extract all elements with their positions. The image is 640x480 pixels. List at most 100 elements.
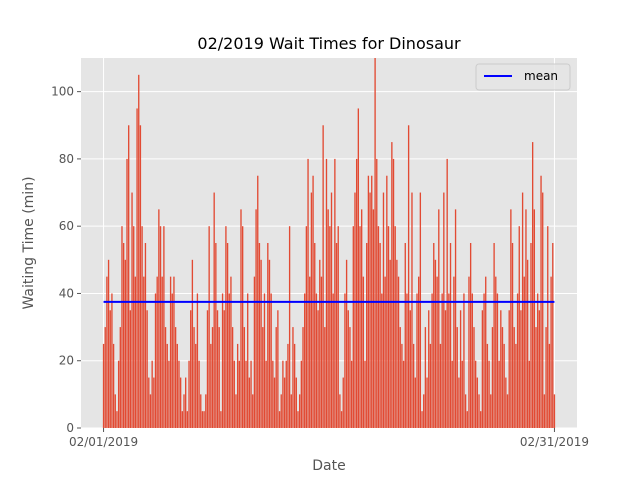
bar xyxy=(461,360,463,428)
bar xyxy=(300,360,303,428)
bar xyxy=(424,327,427,428)
bar xyxy=(183,394,185,428)
bar xyxy=(480,411,482,428)
bar xyxy=(144,243,147,428)
bar xyxy=(171,293,173,428)
bar xyxy=(153,377,155,428)
bar xyxy=(114,394,116,428)
bar xyxy=(530,243,532,428)
bar xyxy=(119,327,121,428)
bar xyxy=(205,394,207,428)
bar xyxy=(124,259,127,428)
bar xyxy=(302,327,304,428)
bar xyxy=(521,192,524,428)
bar xyxy=(421,411,423,428)
bar xyxy=(131,192,133,428)
bar xyxy=(247,293,249,428)
bar xyxy=(156,276,158,428)
bar xyxy=(283,377,286,428)
bar xyxy=(381,293,383,428)
y-tick-label: 80 xyxy=(59,152,74,166)
bar xyxy=(282,360,284,428)
bar xyxy=(397,276,400,428)
bar xyxy=(354,192,356,428)
bar xyxy=(463,293,465,428)
bar xyxy=(513,327,515,428)
bar xyxy=(186,411,189,428)
bar xyxy=(345,259,348,428)
bar xyxy=(409,310,411,428)
bar xyxy=(347,310,349,428)
bar xyxy=(179,377,182,428)
bar xyxy=(361,209,363,428)
bar xyxy=(511,243,514,428)
bar xyxy=(498,360,500,428)
x-tick-label: 02/31/2019 xyxy=(520,435,589,449)
bar xyxy=(273,377,276,428)
bar xyxy=(231,327,234,428)
bar xyxy=(163,226,165,428)
bar xyxy=(117,360,120,428)
bar xyxy=(322,125,324,428)
bar xyxy=(419,192,422,428)
bar xyxy=(109,310,111,428)
bar xyxy=(526,259,529,428)
legend-box xyxy=(475,63,571,91)
bar xyxy=(441,293,443,428)
bar xyxy=(407,125,410,428)
bar xyxy=(342,377,344,428)
bar xyxy=(287,343,289,428)
bar xyxy=(111,293,113,428)
bar xyxy=(325,158,328,428)
bar xyxy=(485,276,487,428)
bar xyxy=(486,343,489,428)
bar xyxy=(433,243,435,428)
bar xyxy=(309,276,311,428)
bar xyxy=(364,360,366,428)
bar xyxy=(418,276,420,428)
bar xyxy=(250,360,252,428)
bar xyxy=(181,411,183,428)
legend-mean-label: mean xyxy=(524,69,558,83)
bar xyxy=(277,310,279,428)
bar xyxy=(195,343,197,428)
bar xyxy=(528,360,530,428)
bar xyxy=(500,310,502,428)
bar xyxy=(495,276,497,428)
bar xyxy=(335,243,338,428)
bar xyxy=(161,276,163,428)
y-tick-label: 20 xyxy=(59,354,74,368)
bar xyxy=(501,327,504,428)
bar xyxy=(121,226,123,428)
bar xyxy=(233,360,235,428)
bar xyxy=(376,158,378,428)
bar xyxy=(350,360,353,428)
bar xyxy=(379,243,381,428)
bar xyxy=(104,327,106,428)
bar xyxy=(133,226,135,428)
bar xyxy=(228,293,230,428)
bar xyxy=(116,411,118,428)
bar xyxy=(190,310,192,428)
bar xyxy=(428,310,430,428)
bar xyxy=(203,411,205,428)
bar xyxy=(387,226,390,428)
bar xyxy=(355,158,358,428)
bar xyxy=(478,394,480,428)
bar xyxy=(317,310,319,428)
bar xyxy=(443,192,445,428)
bar xyxy=(483,293,485,428)
y-tick-label: 40 xyxy=(59,286,74,300)
bar xyxy=(362,276,365,428)
bar xyxy=(334,158,336,428)
bar xyxy=(339,394,341,428)
bar xyxy=(200,394,202,428)
bar xyxy=(278,411,281,428)
bar xyxy=(469,243,472,428)
bar xyxy=(464,394,467,428)
bar xyxy=(508,310,510,428)
bar xyxy=(543,394,546,428)
x-axis-ticks: 02/01/2019 02/31/2019 xyxy=(69,428,589,449)
bar xyxy=(297,411,299,428)
bar xyxy=(211,327,214,428)
